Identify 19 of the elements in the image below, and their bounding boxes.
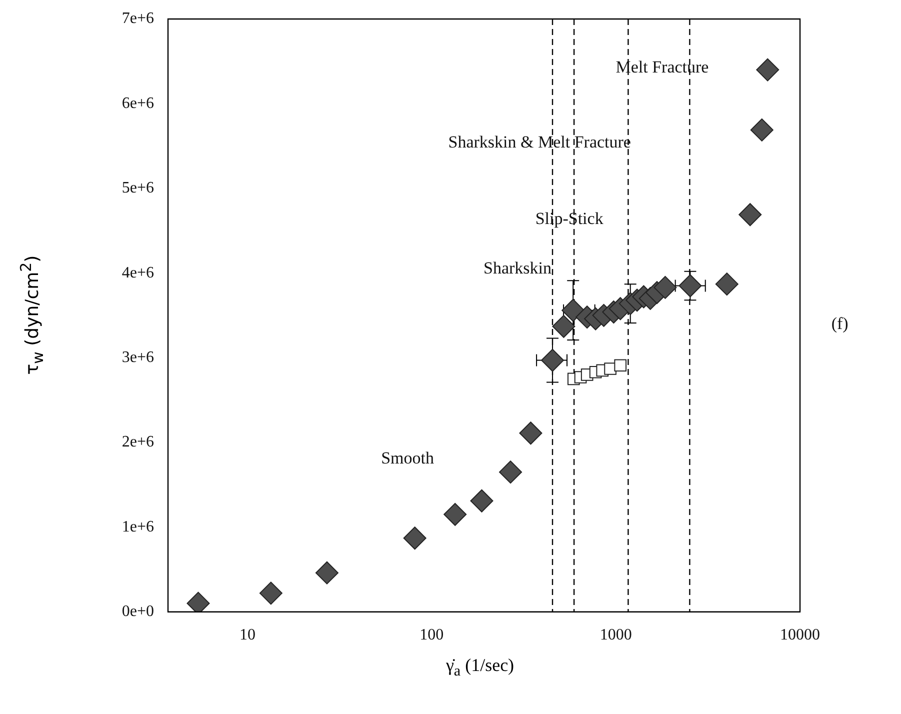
annotation: Smooth xyxy=(381,448,434,468)
y-tick-label: 1e+6 xyxy=(122,518,154,536)
y-tick-label: 3e+6 xyxy=(122,348,154,366)
x-axis-title: γ̇$_{a}$ (1/sec) xyxy=(444,655,516,681)
y-tick-label: 0e+0 xyxy=(122,603,154,620)
annotation: Sharkskin & Melt Fracture xyxy=(448,132,631,152)
y-tick-label: 2e+6 xyxy=(122,434,154,451)
y-tick-label: 6e+6 xyxy=(122,94,154,112)
annotation: Melt Fracture xyxy=(616,58,709,77)
annotation: Sharkskin xyxy=(483,258,552,278)
x-tick-label: 1000 xyxy=(600,626,632,644)
text: (f) xyxy=(831,314,848,333)
y-tick-label: 5e+6 xyxy=(122,180,154,197)
y-tick-label: 7e+6 xyxy=(122,10,154,28)
annotation: Slip-Stick xyxy=(535,208,604,228)
x-tick-label: 10000 xyxy=(780,626,820,644)
x-tick-label: 10 xyxy=(240,626,256,644)
x-tick-label: 100 xyxy=(420,626,444,644)
y-tick-label: 4e+6 xyxy=(122,264,154,282)
